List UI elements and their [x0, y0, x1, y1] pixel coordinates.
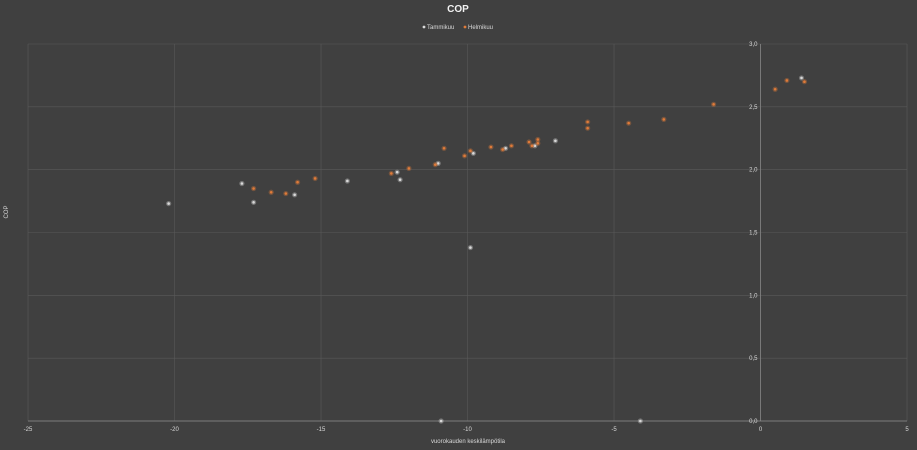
- data-point-helmikuu: [586, 120, 589, 124]
- x-axis-title: vuorokauden keskilämpötila: [431, 439, 506, 445]
- data-point-helmikuu: [442, 147, 446, 150]
- legend-marker-helmikuu: [463, 25, 467, 29]
- legend-marker-tammikuu: [422, 25, 426, 29]
- data-point-helmikuu: [785, 79, 789, 82]
- data-point-helmikuu: [463, 154, 466, 158]
- data-point-helmikuu: [510, 144, 513, 148]
- data-point-helmikuu: [269, 190, 273, 194]
- data-point-helmikuu: [536, 141, 540, 145]
- data-point-helmikuu: [284, 192, 288, 195]
- data-points: [166, 75, 808, 424]
- x-tick-label: 0: [759, 427, 763, 433]
- data-point-tammikuu: [533, 144, 537, 148]
- data-point-helmikuu: [313, 177, 317, 180]
- data-point-helmikuu: [527, 140, 531, 144]
- data-point-helmikuu: [530, 144, 534, 148]
- data-point-tammikuu: [639, 419, 642, 423]
- data-point-tammikuu: [346, 179, 349, 183]
- data-point-helmikuu: [773, 87, 777, 91]
- data-point-tammikuu: [554, 139, 557, 143]
- data-point-helmikuu: [433, 163, 437, 166]
- data-point-helmikuu: [662, 118, 666, 121]
- data-point-helmikuu: [803, 80, 806, 83]
- x-tick-label: -10: [463, 427, 472, 433]
- data-point-tammikuu: [800, 76, 803, 80]
- data-point-helmikuu: [469, 149, 472, 153]
- data-point-helmikuu: [489, 145, 493, 149]
- data-point-helmikuu: [712, 103, 715, 106]
- axes: [28, 44, 907, 422]
- data-point-tammikuu: [472, 152, 475, 155]
- data-point-helmikuu: [501, 148, 504, 151]
- grid-lines: [27, 43, 908, 422]
- y-tick-label: 2,0: [749, 168, 758, 174]
- data-point-tammikuu: [167, 202, 170, 205]
- data-point-tammikuu: [469, 246, 472, 249]
- data-point-helmikuu: [252, 187, 255, 190]
- data-point-tammikuu: [439, 419, 443, 423]
- data-point-tammikuu: [252, 201, 255, 204]
- y-tick-label: 0,5: [749, 356, 758, 362]
- y-tick-label: 1,0: [749, 293, 758, 299]
- x-tick-label: -5: [611, 427, 617, 433]
- data-point-tammikuu: [504, 147, 507, 150]
- y-axis-title: COP: [4, 205, 10, 218]
- data-point-tammikuu: [240, 182, 244, 185]
- data-point-helmikuu: [390, 172, 393, 175]
- y-tick-label: 1,5: [749, 231, 758, 237]
- data-point-tammikuu: [293, 193, 296, 197]
- y-tick-label: 3,0: [749, 42, 758, 48]
- x-tick-label: -25: [24, 427, 33, 433]
- legend-label-tammikuu: Tammikuu: [427, 25, 454, 31]
- data-point-tammikuu: [398, 178, 402, 182]
- chart-title: COP: [447, 4, 469, 15]
- y-tick-label: 0,0: [749, 419, 758, 425]
- x-tick-label: -15: [317, 427, 326, 433]
- tick-labels: -25 -20 -15 -10 -5 0 5 0,0 0,5 1,0 1,5 2,0 2,5 3,0: [24, 42, 910, 433]
- y-tick-label: 2,5: [749, 105, 758, 111]
- data-point-tammikuu: [395, 170, 399, 174]
- data-point-helmikuu: [296, 180, 299, 184]
- x-tick-label: 5: [905, 427, 909, 433]
- data-point-helmikuu: [586, 126, 589, 130]
- legend-label-helmikuu: Helmikuu: [468, 25, 493, 31]
- data-point-helmikuu: [627, 121, 630, 125]
- data-point-helmikuu: [536, 138, 540, 141]
- legend: Tammikuu Helmikuu: [422, 25, 493, 31]
- data-point-tammikuu: [436, 162, 440, 165]
- data-point-helmikuu: [407, 167, 411, 170]
- x-tick-label: -20: [170, 427, 179, 433]
